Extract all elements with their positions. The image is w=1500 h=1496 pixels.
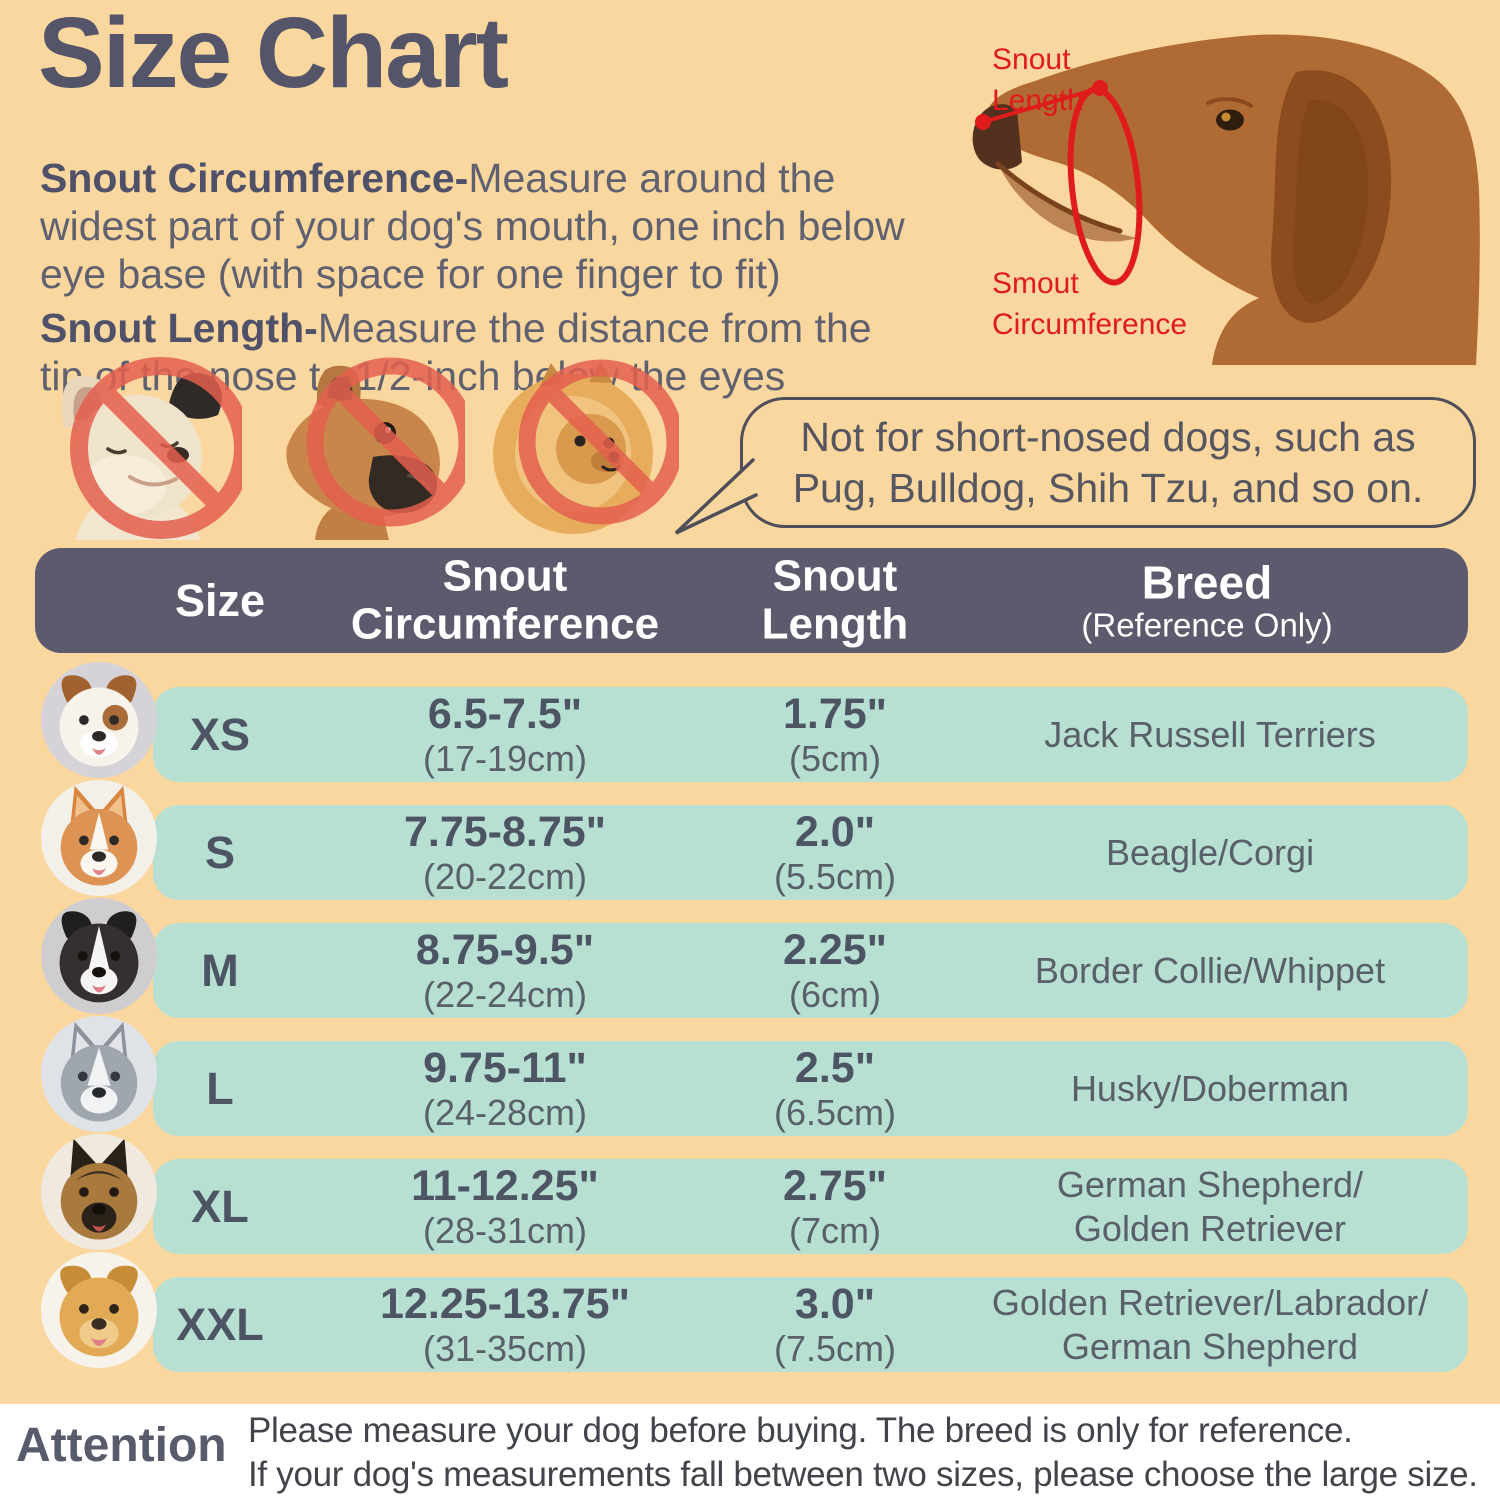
breed-value: Beagle/Corgi	[1105, 831, 1315, 873]
length-cm: (7.5cm)	[773, 1327, 897, 1369]
attention-text: Please measure your dog before buying. T…	[248, 1411, 1478, 1494]
row-band	[153, 1159, 1468, 1254]
golden-retriever-icon	[59, 1265, 139, 1357]
length-inches: 2.0"	[794, 807, 876, 856]
row-band	[153, 805, 1468, 900]
no-dog-photo-pomeranian	[473, 357, 679, 540]
german-shepherd-icon	[60, 1138, 138, 1240]
prohibition-icon	[306, 357, 465, 527]
table-header: Size Snout Circumference Snout Length Br…	[35, 548, 1468, 653]
column-header-snout-circumference: Snout Circumference	[350, 551, 660, 649]
instruction-snout-circumference-label: Snout Circumference-	[40, 155, 469, 201]
prohibition-icon	[70, 357, 242, 539]
avatar-jack-russell-terrier	[41, 662, 157, 778]
circumference-cm: (28-31cm)	[422, 1209, 588, 1251]
length-cm: (5cm)	[788, 737, 881, 779]
circumference-cm: (24-28cm)	[422, 1091, 588, 1133]
size-value: M	[201, 944, 239, 996]
size-value: XXL	[176, 1298, 264, 1350]
length-inches: 2.25"	[782, 925, 888, 974]
husky-icon	[60, 1021, 138, 1122]
jack-russell-icon	[59, 675, 139, 767]
column-header-snout-length: Snout Length	[761, 551, 909, 649]
length-inches: 3.0"	[794, 1279, 876, 1328]
page-title: Size Chart	[38, 0, 509, 109]
dog-head-photo	[972, 34, 1480, 365]
size-value: S	[204, 826, 236, 878]
size-value: XL	[191, 1180, 249, 1232]
breed-value: Husky/Doberman	[1070, 1067, 1350, 1109]
column-header-breed-title: Breed	[1141, 556, 1273, 609]
avatar-german-shepherd	[41, 1134, 157, 1250]
attention-footer: Attention Please measure your dog before…	[0, 1404, 1500, 1496]
circumference-inches: 7.75-8.75"	[403, 807, 607, 856]
measurement-line-icon	[982, 86, 1101, 124]
column-header-size: Size	[174, 574, 266, 626]
circumference-cm: (31-35cm)	[422, 1327, 588, 1369]
circumference-cm: (17-19cm)	[422, 737, 588, 779]
size-value: L	[206, 1062, 234, 1114]
length-inches: 2.75"	[782, 1161, 888, 1210]
instruction-snout-circumference-text: Measure around the widest part of your d…	[40, 155, 905, 297]
measurement-dot-icon	[975, 114, 991, 130]
dog-eye	[1216, 109, 1244, 131]
avatar-corgi	[41, 780, 157, 896]
circumference-inches: 8.75-9.5"	[415, 925, 595, 974]
breed-value: German Shepherd/ Golden Retriever	[1056, 1163, 1364, 1249]
instruction-snout-circumference: Snout Circumference-Measure around the w…	[40, 106, 985, 298]
breed-value: Jack Russell Terriers	[1044, 713, 1376, 755]
row-band	[153, 923, 1468, 1018]
speech-bubble-tail	[674, 458, 758, 535]
table-row-xl: XL 11-12.25" (28-31cm) 2.75" (7cm) Germa…	[35, 1134, 1468, 1254]
circumference-inches: 9.75-11"	[423, 1043, 587, 1092]
table-row-xxl: XXL 12.25-13.75" (31-35cm) 3.0" (7.5cm) …	[35, 1252, 1468, 1372]
dog-ear-inner-shade	[1293, 99, 1369, 304]
circumference-inches: 6.5-7.5"	[427, 689, 583, 738]
prohibition-icon	[518, 359, 679, 525]
diagram-snout-circumference-label: Smout Circumference	[992, 267, 1188, 341]
dog-eye-iris	[1221, 112, 1231, 122]
attention-label: Attention	[16, 1419, 227, 1472]
diagram-snout-length-label: Snout Length	[992, 43, 1084, 117]
circumference-inches: 11-12.25"	[411, 1161, 599, 1210]
row-band	[153, 1277, 1468, 1372]
warning-bubble: Not for short-nosed dogs, such as Pug, B…	[740, 397, 1476, 528]
table-row-s: S 7.75-8.75" (20-22cm) 2.0" (5.5cm) Beag…	[35, 780, 1468, 900]
length-cm: (7cm)	[788, 1209, 881, 1251]
row-band	[153, 687, 1468, 782]
table-row-l: L 9.75-11" (24-28cm) 2.5" (6.5cm) Husky/…	[35, 1016, 1468, 1136]
column-header-breed-note: (Reference Only)	[1081, 606, 1333, 644]
corgi-icon	[60, 785, 138, 886]
row-band	[153, 1041, 1468, 1136]
circumference-cm: (20-22cm)	[422, 855, 588, 897]
breed-value: Golden Retriever/Labrador/ German Shephe…	[991, 1281, 1429, 1367]
length-cm: (6cm)	[788, 973, 881, 1015]
measurement-dot-icon	[1092, 80, 1108, 96]
column-header-breed: Breed (Reference Only)	[1081, 558, 1332, 643]
dog-brow-line	[1206, 97, 1253, 108]
circumference-cm: (22-24cm)	[422, 973, 588, 1015]
dog-mouth-line	[995, 161, 1123, 234]
no-dog-photo-french-bulldog-fawn	[257, 357, 465, 540]
circumference-inches: 12.25-13.75"	[380, 1279, 630, 1328]
length-cm: (6.5cm)	[773, 1091, 897, 1133]
border-collie-icon	[59, 911, 139, 1003]
length-inches: 2.5"	[794, 1043, 876, 1092]
table-row-m: M 8.75-9.5" (22-24cm) 2.25" (6cm) Border…	[35, 898, 1468, 1018]
length-cm: (5.5cm)	[773, 855, 897, 897]
length-inches: 1.75"	[782, 689, 888, 738]
no-dog-photo-french-bulldog-cream	[36, 357, 242, 540]
table-row-xs: XS 6.5-7.5" (17-19cm) 1.75" (5cm) Jack R…	[35, 662, 1468, 782]
avatar-golden-retriever	[41, 1252, 157, 1368]
instruction-snout-length-label: Snout Length-	[40, 305, 318, 351]
dog-jaw-shade	[998, 163, 1137, 242]
avatar-border-collie	[41, 898, 157, 1014]
breed-value: Border Collie/Whippet	[1034, 949, 1386, 991]
size-value: XS	[189, 708, 251, 760]
avatar-husky	[41, 1016, 157, 1132]
